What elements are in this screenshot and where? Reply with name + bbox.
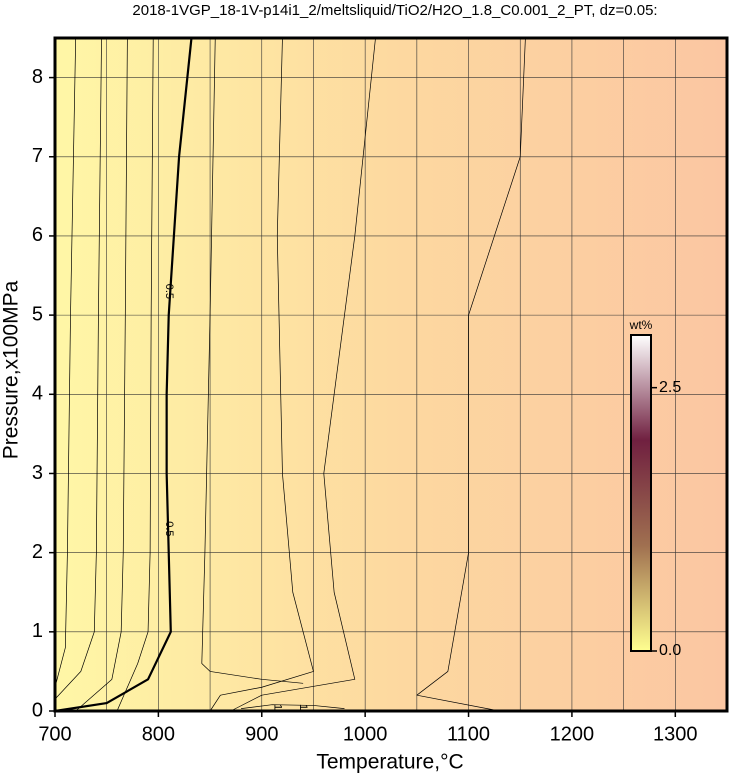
chart-title: 2018-1VGP_18-1V-p14i1_2/meltsliquid/TiO2… <box>132 2 657 19</box>
y-axis-label: Pressure,x100MPa <box>0 280 23 459</box>
y-tick-label: 4 <box>32 383 43 405</box>
x-tick-label: 900 <box>245 723 278 745</box>
contour-line <box>416 37 526 712</box>
y-tick-label: 5 <box>32 303 43 325</box>
x-tick-label: 1000 <box>343 723 388 745</box>
x-tick-label: 800 <box>142 723 175 745</box>
contour-line <box>241 704 345 709</box>
x-tick-label: 1100 <box>447 723 490 745</box>
contour-line <box>54 37 102 700</box>
contour-line <box>75 37 128 712</box>
contour-line <box>230 37 376 712</box>
x-tick-label: 700 <box>38 723 71 745</box>
contour-label: 1 <box>297 704 309 710</box>
plot-frame <box>53 36 729 713</box>
contour-line <box>201 37 304 684</box>
plot-background <box>55 38 727 711</box>
colorbar-tick-label: 2.5 <box>659 379 681 396</box>
colorbar-label: wt% <box>629 318 653 332</box>
contour-line <box>116 37 154 712</box>
y-tick-label: 1 <box>32 620 43 642</box>
contour-line <box>209 37 314 712</box>
y-tick-label: 8 <box>32 66 43 88</box>
y-tick-label: 6 <box>32 224 43 246</box>
x-tick-label: 1300 <box>653 723 698 745</box>
y-tick-label: 3 <box>32 462 43 484</box>
contour-label: 0.5 <box>163 521 175 536</box>
x-axis-label: Temperature,°C <box>316 751 463 774</box>
contour-label: 1 <box>271 704 283 710</box>
y-tick-label: 0 <box>32 699 43 721</box>
y-tick-label: 2 <box>32 541 43 563</box>
x-tick-label: 1200 <box>550 723 595 745</box>
contour-line <box>54 37 77 688</box>
colorbar-tick-label: 0.0 <box>659 642 681 659</box>
contour-line <box>54 37 193 713</box>
colorbar <box>630 334 652 652</box>
contour-label: 0.5 <box>163 284 175 299</box>
y-tick-label: 7 <box>32 145 43 167</box>
